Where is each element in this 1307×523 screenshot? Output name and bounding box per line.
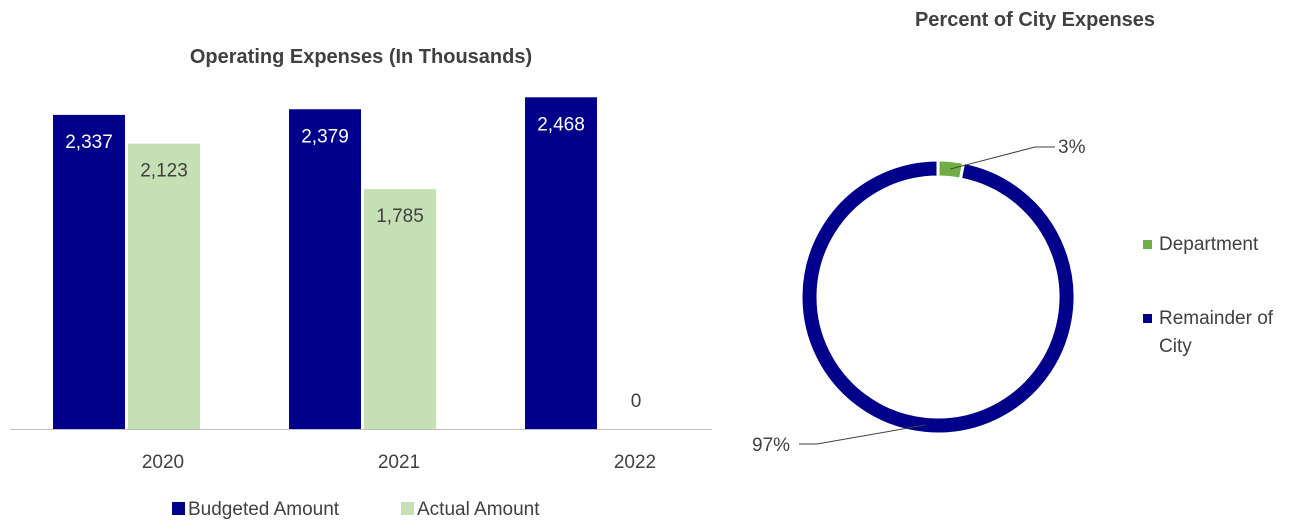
city-expenses-donut-chart: Percent of City Expenses 3% 97% Departmen… — [752, 9, 1274, 456]
legend-swatch — [1143, 314, 1152, 323]
legend-swatch — [172, 502, 185, 515]
bar-data-label: 2,468 — [537, 114, 585, 135]
donut-legend: Department Remainder of City — [1143, 234, 1274, 357]
donut-chart-title: Percent of City Expenses — [915, 9, 1155, 31]
bar-actual-amount-2021 — [364, 189, 436, 429]
legend-label: Remainder of City — [1159, 308, 1274, 357]
bar-budgeted-amount-2020 — [53, 114, 125, 430]
x-tick-label: 2020 — [142, 452, 184, 473]
donut-slice-remainder-of-city — [799, 158, 1077, 436]
legend-label: Actual Amount — [417, 499, 540, 520]
bar-data-label: 2,123 — [140, 161, 188, 182]
x-tick-label: 2021 — [378, 452, 420, 473]
slice-data-label: 3% — [1058, 137, 1086, 158]
legend-label: Budgeted Amount — [188, 499, 340, 520]
bar-legend: Budgeted Amount Actual Amount — [172, 499, 540, 520]
bar-chart-title: Operating Expenses (In Thousands) — [190, 46, 532, 68]
bar-data-label: 0 — [631, 391, 642, 412]
x-tick-label: 2022 — [614, 452, 656, 473]
leader-line — [799, 424, 926, 445]
operating-expenses-chart: Operating Expenses (In Thousands) 2,337 2… — [10, 46, 712, 520]
bar-budgeted-amount-2021 — [289, 109, 361, 430]
bar-data-label: 1,785 — [376, 206, 424, 227]
bar-data-label: 2,337 — [65, 132, 113, 153]
leader-line — [949, 146, 1055, 170]
legend-label: Department — [1159, 234, 1259, 255]
bar-budgeted-amount-2022 — [525, 97, 597, 430]
legend-swatch — [401, 502, 414, 515]
bar-actual-amount-2020 — [128, 143, 200, 429]
bar-data-label: 2,379 — [301, 126, 349, 147]
legend-swatch — [1143, 240, 1152, 249]
slice-data-label: 97% — [752, 435, 790, 456]
